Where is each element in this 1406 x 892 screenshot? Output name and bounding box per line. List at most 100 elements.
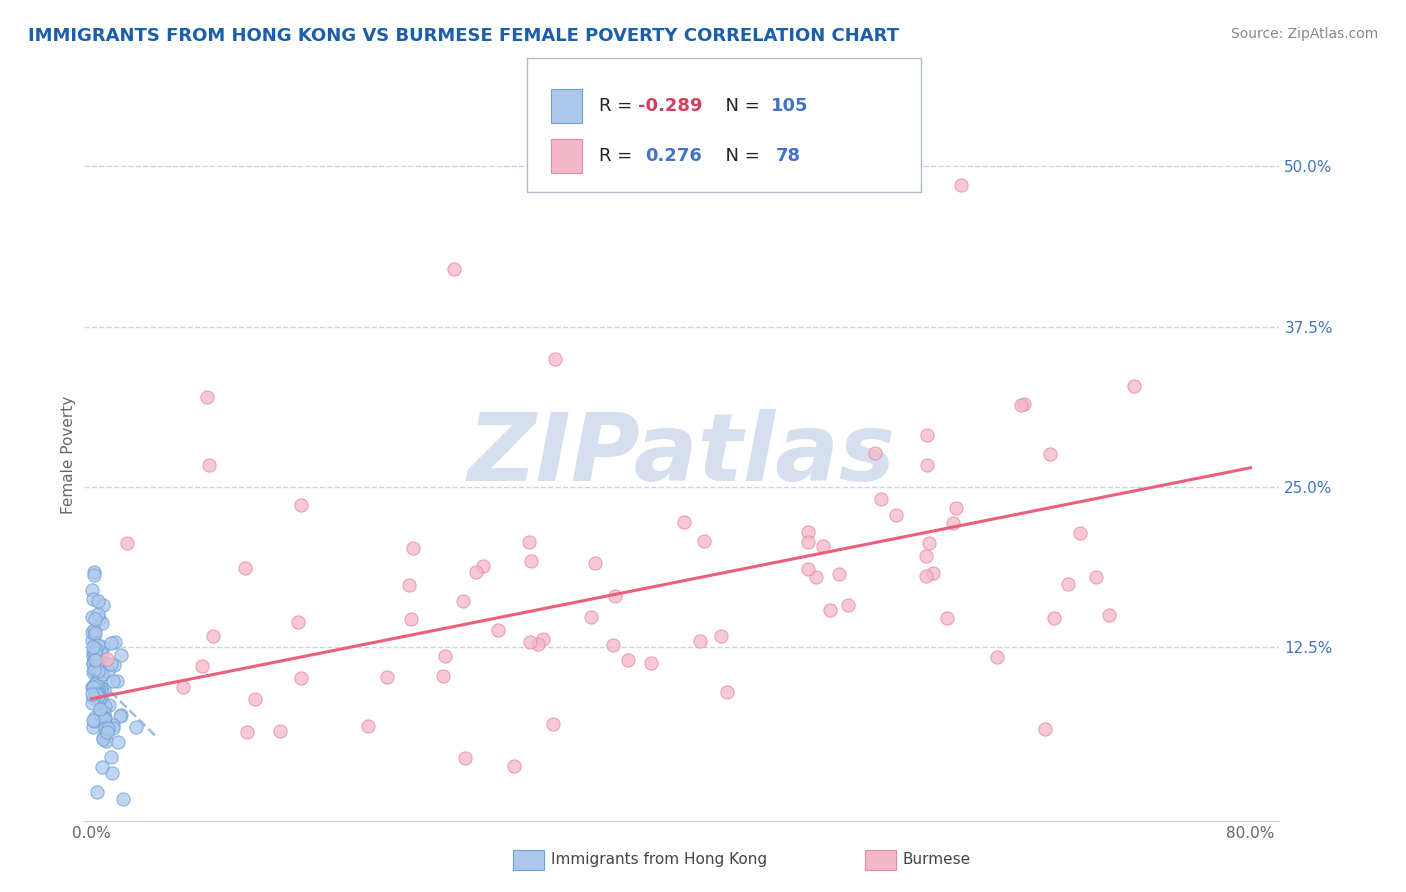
- Point: [90, 684, 112, 698]
- Point: [398, 577, 420, 591]
- Point: [86, 655, 108, 669]
- Point: [197, 390, 219, 404]
- Point: [108, 709, 131, 723]
- Point: [89, 690, 111, 704]
- Point: [710, 629, 733, 643]
- Text: Immigrants from Hong Kong: Immigrants from Hong Kong: [551, 853, 768, 867]
- Point: [110, 648, 132, 662]
- Point: [82, 680, 104, 694]
- Point: [433, 648, 456, 663]
- Point: [84, 661, 107, 675]
- Point: [945, 500, 967, 515]
- Point: [1012, 397, 1035, 411]
- Point: [243, 692, 266, 706]
- Point: [83, 663, 105, 677]
- Point: [91, 760, 114, 774]
- Point: [83, 568, 105, 582]
- Point: [269, 723, 291, 738]
- Point: [97, 721, 120, 735]
- Text: R =: R =: [599, 147, 644, 165]
- Point: [89, 702, 111, 716]
- Point: [502, 759, 524, 773]
- Point: [86, 785, 108, 799]
- Point: [89, 652, 111, 666]
- Point: [89, 669, 111, 683]
- Point: [581, 609, 603, 624]
- Point: [544, 351, 567, 366]
- Point: [82, 657, 104, 671]
- Point: [87, 638, 110, 652]
- Point: [811, 540, 834, 554]
- Point: [84, 642, 107, 657]
- Point: [110, 707, 132, 722]
- Point: [86, 673, 108, 688]
- Point: [191, 658, 214, 673]
- Point: [82, 640, 104, 654]
- Point: [82, 713, 104, 727]
- Point: [818, 603, 841, 617]
- Point: [884, 508, 907, 522]
- Point: [91, 598, 114, 612]
- Point: [1123, 379, 1146, 393]
- Point: [84, 677, 107, 691]
- Point: [94, 734, 117, 748]
- Text: N =: N =: [714, 97, 766, 115]
- Point: [804, 570, 827, 584]
- Point: [83, 623, 105, 637]
- Point: [90, 681, 112, 696]
- Point: [233, 561, 256, 575]
- Point: [100, 636, 122, 650]
- Point: [202, 629, 225, 643]
- Point: [84, 646, 107, 660]
- Point: [716, 684, 738, 698]
- Point: [541, 717, 564, 731]
- Point: [80, 696, 103, 710]
- Point: [96, 656, 118, 670]
- Point: [90, 690, 112, 704]
- Text: N =: N =: [714, 147, 772, 165]
- Point: [672, 516, 695, 530]
- Point: [97, 664, 120, 678]
- Point: [115, 536, 138, 550]
- Point: [82, 645, 104, 659]
- Point: [84, 687, 107, 701]
- Point: [101, 718, 124, 732]
- Point: [90, 708, 112, 723]
- Text: 0.276: 0.276: [645, 147, 702, 165]
- Point: [1033, 722, 1056, 736]
- Point: [91, 615, 114, 630]
- Point: [454, 750, 477, 764]
- Text: 78: 78: [776, 147, 801, 165]
- Point: [942, 516, 965, 530]
- Point: [89, 692, 111, 706]
- Point: [1042, 610, 1064, 624]
- Point: [107, 735, 129, 749]
- Point: [1085, 569, 1108, 583]
- Point: [82, 592, 104, 607]
- Point: [526, 637, 548, 651]
- Point: [101, 674, 124, 689]
- Text: R =: R =: [599, 97, 638, 115]
- Point: [87, 612, 110, 626]
- Point: [125, 720, 148, 734]
- Point: [86, 690, 108, 704]
- Point: [83, 628, 105, 642]
- Point: [82, 657, 104, 671]
- Point: [82, 665, 104, 679]
- Point: [80, 633, 103, 648]
- Point: [917, 536, 939, 550]
- Point: [86, 690, 108, 704]
- Point: [986, 649, 1008, 664]
- Point: [797, 562, 820, 576]
- Point: [236, 725, 259, 739]
- Point: [1039, 447, 1062, 461]
- Point: [86, 664, 108, 678]
- Point: [87, 687, 110, 701]
- Point: [87, 709, 110, 723]
- Point: [94, 699, 117, 714]
- Point: [399, 612, 422, 626]
- Point: [863, 446, 886, 460]
- Point: [602, 638, 624, 652]
- Point: [91, 659, 114, 673]
- Point: [101, 722, 124, 736]
